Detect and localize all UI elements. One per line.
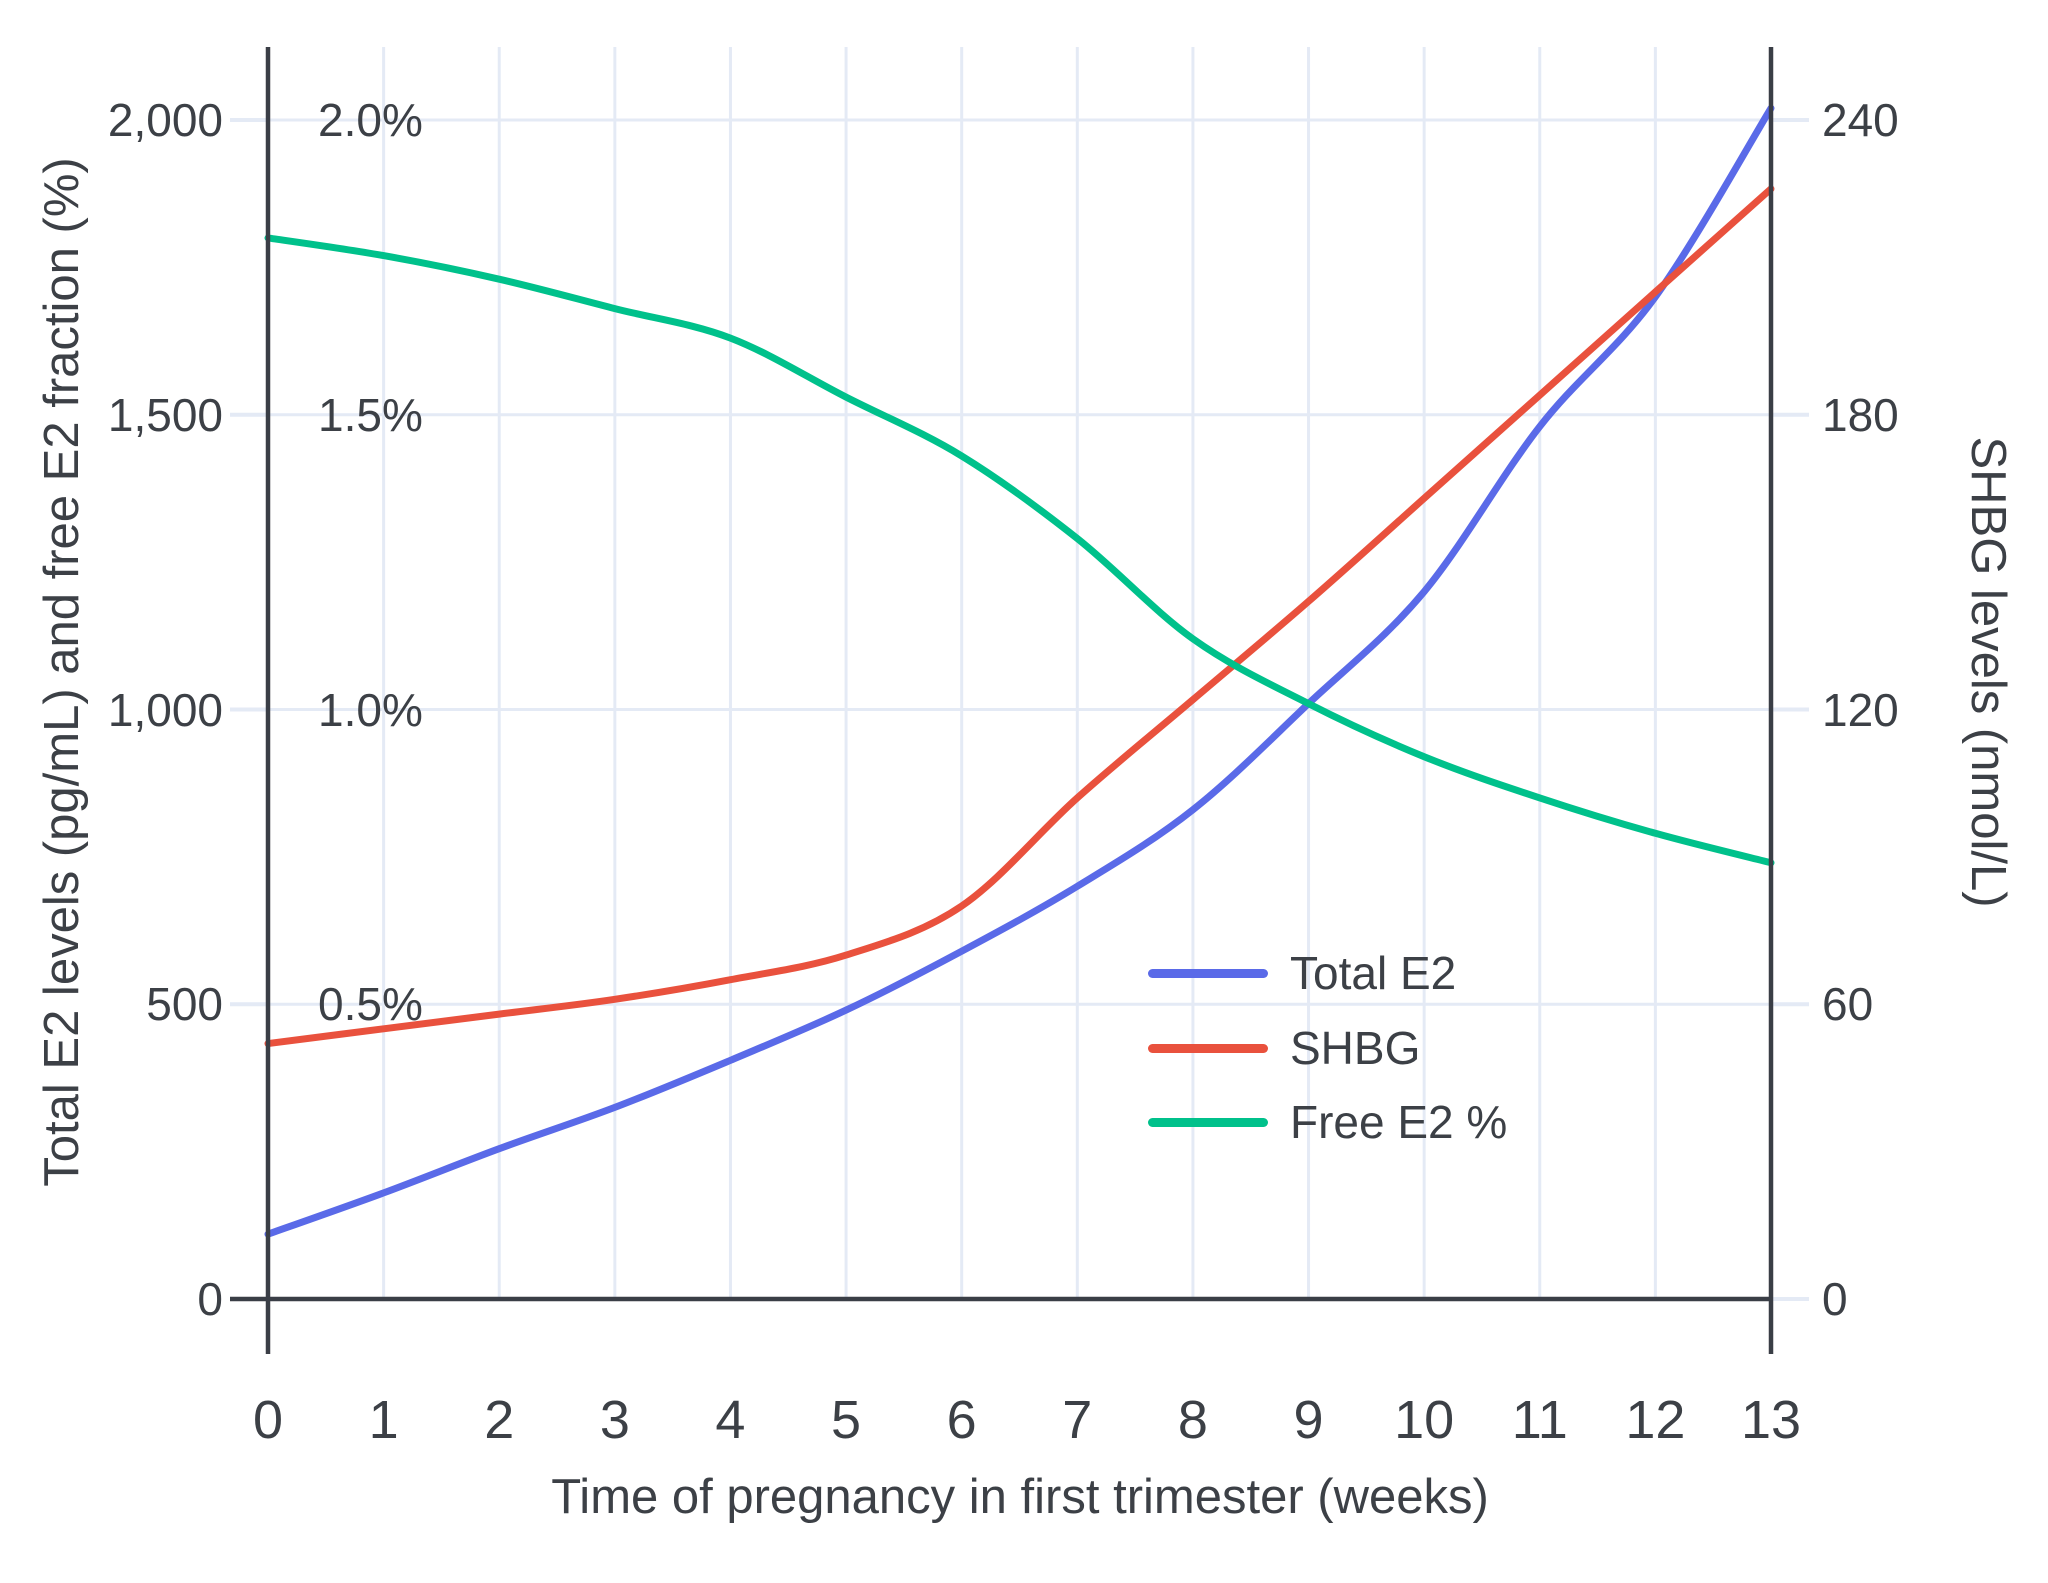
legend-swatch-shbg: [1148, 1043, 1268, 1053]
y-axis-left-tick-label: 1,000: [107, 683, 223, 736]
x-axis-tick-label: 3: [599, 1390, 630, 1450]
x-axis-tick-label: 2: [484, 1390, 515, 1450]
legend-item-free-e2[interactable]: Free E2 %: [1148, 1099, 1507, 1145]
x-axis-tick-label: 4: [715, 1390, 746, 1450]
y-axis-percent-label: 1.5%: [318, 388, 423, 441]
y-axis-percent-label: 1.0%: [318, 683, 423, 736]
y-axis-left-tick-label: 0: [197, 1273, 223, 1325]
x-axis-tick-label: 13: [1740, 1390, 1802, 1450]
x-axis-tick-label: 7: [1062, 1390, 1093, 1450]
x-axis-tick-label: 11: [1511, 1390, 1568, 1450]
legend-label-free-e2: Free E2 %: [1290, 1096, 1508, 1148]
x-axis-tick-label: 0: [252, 1390, 284, 1450]
y-axis-right-tick-label: 180: [1822, 388, 1899, 441]
y-axis-left-tick-label: 2,000: [107, 94, 223, 146]
x-axis-tick-label: 8: [1177, 1390, 1208, 1450]
series-line-shbg[interactable]: [264, 185, 1775, 1048]
series-line-free-e2[interactable]: [264, 234, 1775, 867]
x-axis-tick-label: 6: [946, 1390, 977, 1450]
x-gridlines: [266, 47, 1773, 1299]
legend-label-shbg: SHBG: [1290, 1022, 1421, 1074]
x-axis-title: Time of pregnancy in first trimester (we…: [551, 1470, 1489, 1524]
x-axis-tick-label: 10: [1394, 1390, 1455, 1450]
series-line-total-e2[interactable]: [264, 104, 1775, 1238]
x-axis-tick-label: 1: [368, 1390, 399, 1450]
legend-swatch-total-e2: [1148, 968, 1268, 978]
y-axis-percent-label: 2.0%: [318, 94, 423, 146]
y-axis-left-tick-label: 500: [146, 978, 223, 1031]
x-axis-tick-label: 9: [1293, 1390, 1324, 1450]
y-axis-right-tick-label: 120: [1822, 683, 1899, 736]
axis-lines: [230, 47, 1774, 1354]
x-axis-tick-label: 5: [831, 1390, 862, 1450]
legend-item-shbg[interactable]: SHBG: [1148, 1025, 1420, 1071]
y-axis-percent-label: 0.5%: [318, 978, 423, 1031]
y-axis-right-tick-label: 0: [1822, 1273, 1848, 1325]
y-axis-left-tick-label: 1,500: [107, 388, 223, 441]
y-axis-right-tick-label: 240: [1822, 94, 1899, 146]
legend-item-total-e2[interactable]: Total E2: [1148, 950, 1456, 996]
y-axis-left-title: Total E2 levels (pg/mL) and free E2 frac…: [35, 157, 89, 1187]
legend-swatch-free-e2: [1148, 1117, 1268, 1127]
legend-label-total-e2: Total E2: [1290, 947, 1457, 999]
y-axis-right-title: SHBG levels (nmol/L): [1961, 436, 2015, 908]
y-gridlines: [268, 118, 1771, 1006]
x-axis-tick-label: 12: [1625, 1390, 1686, 1450]
y-axis-right-tick-label: 60: [1822, 978, 1874, 1031]
